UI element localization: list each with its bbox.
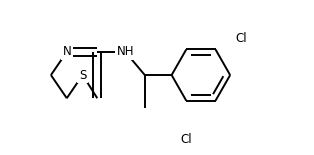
- Text: N: N: [62, 45, 71, 58]
- Text: Cl: Cl: [181, 133, 192, 146]
- Text: S: S: [79, 69, 86, 82]
- Text: NH: NH: [116, 45, 134, 58]
- Text: Cl: Cl: [235, 32, 247, 45]
